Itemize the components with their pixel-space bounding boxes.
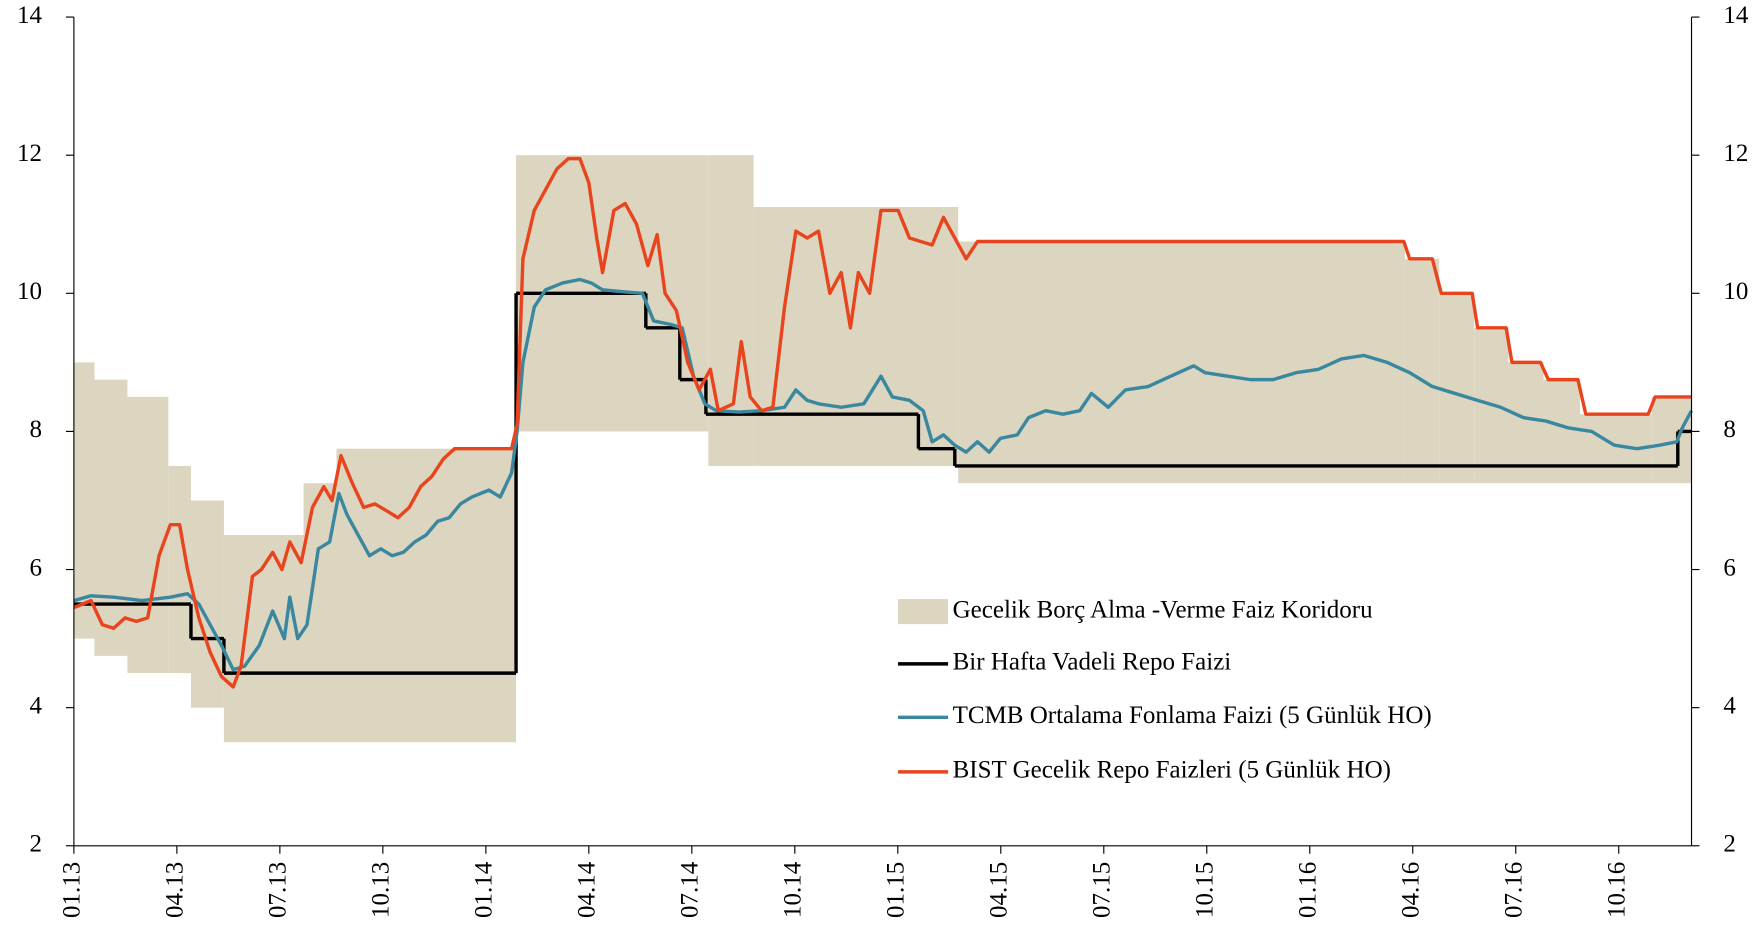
corridor-segment [73,362,95,639]
x-tick-label: 01.16 [1295,862,1322,918]
legend: Gecelik Borç Alma -Verme Faiz Koridoru Bi… [898,596,1432,784]
corridor-segment [336,448,517,743]
x-tick-label: 07.14 [677,861,704,918]
corridor-segment [1508,362,1544,484]
y-tick-label: 4 [30,692,43,719]
y2-tick-label: 6 [1723,554,1735,581]
line-layer [73,156,1694,689]
legend-swatch [898,599,949,625]
legend-label: Gecelik Borç Alma -Verme Faiz Koridoru [953,596,1374,623]
x-tick-label: 04.14 [574,861,601,918]
legend-label: TCMB Ortalama Fonlama Faizi (5 Günlük HO… [953,702,1432,729]
y-tick-label: 8 [30,416,43,443]
corridor-segment [708,155,754,466]
legend-label: Bir Hafta Vadeli Repo Faizi [953,649,1232,676]
series-line [73,156,1692,689]
corridor-segment [1543,379,1580,484]
y-tick-label: 6 [30,554,43,581]
corridor-segment [1404,258,1440,484]
corridor-segment [127,396,169,674]
band-layer [73,155,1692,743]
x-tick-label: 01.13 [59,862,86,918]
x-tick-label: 10.16 [1603,862,1630,918]
x-tick-label: 10.14 [780,861,807,918]
y2-tick-label: 10 [1723,278,1748,305]
corridor-segment [753,206,959,466]
legend-label: BIST Gecelik Repo Faizleri (5 Günlük HO) [953,757,1391,784]
y-tick-label: 14 [17,2,43,29]
x-tick-label: 01.15 [883,862,910,918]
y2-tick-label: 12 [1723,140,1748,167]
y2-tick-label: 2 [1723,831,1735,858]
axis-layer: 2 4 6 8 10 12 14 2 4 6 8 10 12 14 01.13 04.13 07.13 10.13… [17,2,1749,918]
corridor-segment [1439,293,1475,484]
y-tick-label: 12 [17,140,42,167]
x-tick-label: 07.16 [1500,862,1527,918]
x-tick-label: 10.15 [1192,862,1219,918]
y-tick-label: 2 [30,831,43,858]
x-tick-label: 04.13 [162,862,189,918]
x-tick-label: 10.13 [368,862,395,918]
corridor-segment [94,379,128,656]
y2-tick-label: 8 [1723,416,1735,443]
x-tick-label: 07.13 [265,862,292,918]
y-tick-label: 10 [17,278,42,305]
y2-tick-label: 14 [1723,2,1748,29]
x-tick-label: 07.15 [1089,862,1116,918]
corridor-segment [1651,396,1692,484]
y2-tick-label: 4 [1723,692,1736,719]
x-tick-label: 01.14 [471,861,498,918]
x-tick-label: 04.15 [986,862,1013,918]
corridor-segment [168,465,191,674]
x-tick-label: 04.16 [1397,862,1424,918]
